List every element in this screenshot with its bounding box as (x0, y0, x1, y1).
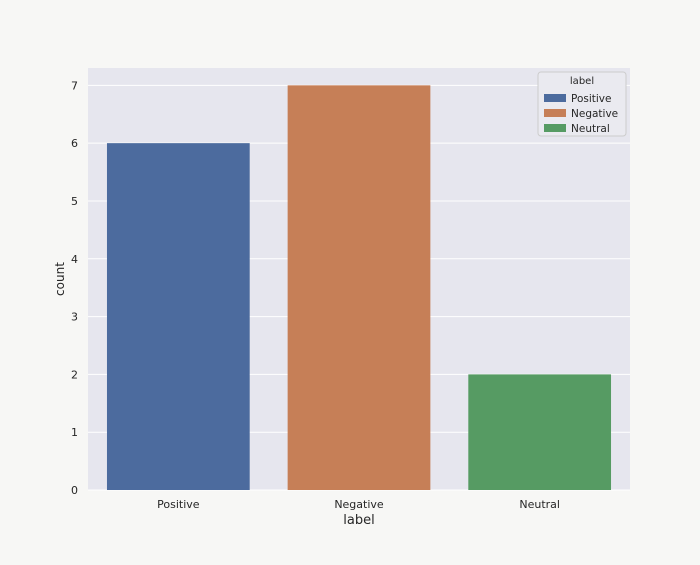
legend-title: label (570, 76, 594, 87)
x-axis-label: label (343, 513, 374, 528)
bar-negative (287, 85, 431, 490)
legend: label Positive Negative Neutral (537, 71, 627, 137)
x-tick-label: Negative (334, 498, 384, 511)
legend-box (537, 71, 627, 137)
y-tick-label: 5 (71, 195, 78, 208)
x-tick-label: Neutral (519, 498, 560, 511)
x-tick-label: Positive (157, 498, 200, 511)
y-axis-ticks: 0 1 2 3 4 5 6 7 (71, 79, 78, 497)
legend-swatch (544, 109, 566, 117)
bar-neutral (468, 374, 612, 490)
legend-swatch (544, 124, 566, 132)
y-tick-label: 1 (71, 426, 78, 439)
y-tick-label: 6 (71, 137, 78, 150)
y-tick-label: 2 (71, 368, 78, 381)
bars (106, 85, 612, 490)
y-axis-label: count (53, 262, 67, 296)
legend-entry-label: Neutral (571, 123, 610, 135)
legend-entry-label: Negative (571, 108, 618, 120)
y-tick-label: 0 (71, 484, 78, 497)
legend-entry-label: Positive (571, 93, 611, 105)
x-axis-ticks: Positive Negative Neutral (157, 498, 560, 511)
bar-positive (106, 143, 250, 490)
legend-swatch (544, 94, 566, 102)
y-tick-label: 7 (71, 79, 78, 92)
y-tick-label: 4 (71, 253, 78, 266)
y-tick-label: 3 (71, 311, 78, 324)
